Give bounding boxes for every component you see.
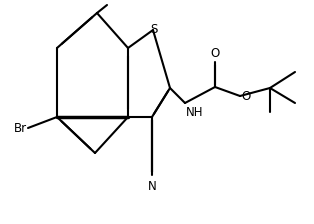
Text: N: N: [148, 180, 156, 193]
Text: Br: Br: [14, 121, 27, 134]
Text: S: S: [150, 22, 158, 35]
Text: NH: NH: [186, 106, 203, 119]
Text: O: O: [241, 90, 250, 103]
Text: O: O: [210, 47, 219, 60]
